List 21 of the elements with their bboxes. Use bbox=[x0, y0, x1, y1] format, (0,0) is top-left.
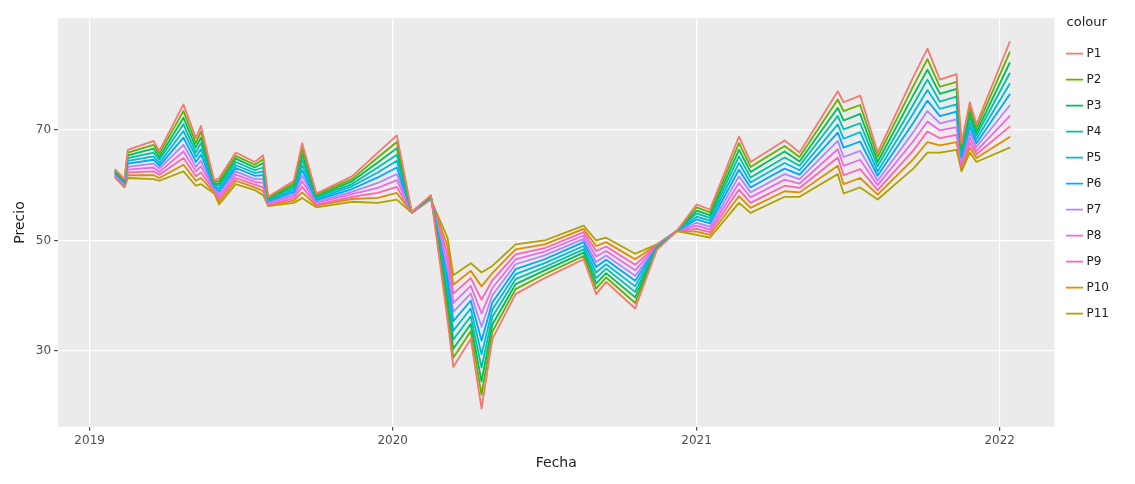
legend-label: P1 bbox=[1086, 45, 1102, 60]
y-tick-label: 70 bbox=[35, 122, 52, 137]
legend-label: P4 bbox=[1086, 123, 1102, 138]
legend-label: P9 bbox=[1086, 253, 1102, 268]
legend-title: colour bbox=[1066, 13, 1108, 29]
legend-label: P10 bbox=[1086, 279, 1110, 294]
legend-label: P7 bbox=[1086, 201, 1102, 216]
y-tick-label: 50 bbox=[35, 232, 52, 247]
x-axis-title: Fecha bbox=[535, 454, 577, 471]
x-tick-label: 2019 bbox=[74, 433, 105, 448]
legend-label: P8 bbox=[1086, 227, 1102, 242]
legend-label: P5 bbox=[1086, 149, 1102, 164]
legend-label: P2 bbox=[1086, 71, 1102, 86]
y-tick-label: 30 bbox=[35, 343, 52, 358]
x-tick-label: 2021 bbox=[681, 433, 712, 448]
legend-label: P3 bbox=[1086, 97, 1102, 112]
y-axis-title: Precio bbox=[11, 201, 28, 244]
x-tick-label: 2022 bbox=[984, 433, 1015, 448]
x-tick-label: 2020 bbox=[377, 433, 408, 448]
legend-label: P6 bbox=[1086, 175, 1102, 190]
legend-label: P11 bbox=[1086, 305, 1110, 320]
